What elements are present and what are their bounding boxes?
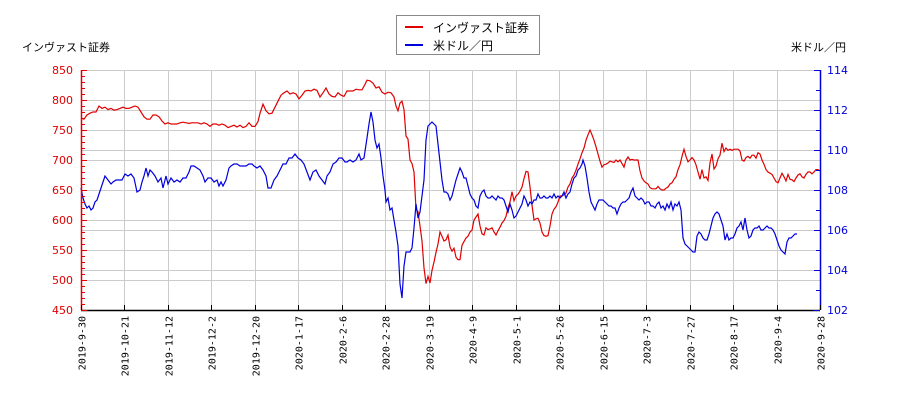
svg-text:106: 106 bbox=[827, 224, 848, 237]
svg-text:114: 114 bbox=[827, 64, 848, 77]
svg-text:650: 650 bbox=[52, 184, 73, 197]
svg-text:850: 850 bbox=[52, 64, 73, 77]
svg-text:800: 800 bbox=[52, 94, 73, 107]
svg-text:112: 112 bbox=[827, 104, 848, 117]
svg-text:2020-6-15: 2020-6-15 bbox=[600, 316, 611, 370]
blue-line-swatch-icon bbox=[405, 44, 423, 46]
data-series bbox=[80, 79, 821, 299]
x-axis-ticks: 2019-9-30 2019-10-21 2019-11-12 2019-12-2 20… bbox=[78, 305, 828, 376]
svg-text:2020-9-28: 2020-9-28 bbox=[817, 316, 828, 370]
svg-text:550: 550 bbox=[52, 244, 73, 257]
invast-line bbox=[80, 79, 821, 284]
svg-text:2020-8-17: 2020-8-17 bbox=[730, 316, 741, 370]
svg-text:2020-1-17: 2020-1-17 bbox=[295, 316, 306, 370]
svg-text:2019-12-2: 2019-12-2 bbox=[208, 316, 219, 370]
legend-label: インヴァスト証券 bbox=[433, 20, 530, 35]
right-axis-ticks: 114 112 110 108 106 104 102 bbox=[814, 64, 848, 317]
chart-legend: インヴァスト証券 米ドル／円 bbox=[396, 15, 540, 55]
red-line-swatch-icon bbox=[405, 26, 423, 28]
usdjpy-line bbox=[80, 111, 797, 299]
svg-text:2020-2-6: 2020-2-6 bbox=[339, 316, 350, 364]
svg-text:2020-2-28: 2020-2-28 bbox=[382, 316, 393, 370]
svg-text:2020-5-1: 2020-5-1 bbox=[513, 316, 524, 364]
legend-item-usdjpy: 米ドル／円 bbox=[405, 36, 493, 54]
right-axis-title: 米ドル／円 bbox=[791, 41, 846, 54]
svg-text:2019-10-21: 2019-10-21 bbox=[121, 316, 132, 376]
svg-text:2019-12-20: 2019-12-20 bbox=[252, 316, 263, 376]
svg-text:2020-9-4: 2020-9-4 bbox=[774, 316, 785, 364]
svg-text:2020-7-27: 2020-7-27 bbox=[687, 316, 698, 370]
svg-text:102: 102 bbox=[827, 304, 848, 317]
svg-text:110: 110 bbox=[827, 144, 848, 157]
svg-text:700: 700 bbox=[52, 154, 73, 167]
svg-text:500: 500 bbox=[52, 274, 73, 287]
legend-item-invast: インヴァスト証券 bbox=[405, 18, 529, 36]
svg-text:2020-3-19: 2020-3-19 bbox=[426, 316, 437, 370]
svg-text:2020-4-9: 2020-4-9 bbox=[469, 316, 480, 364]
svg-text:750: 750 bbox=[52, 124, 73, 137]
svg-text:108: 108 bbox=[827, 184, 848, 197]
legend-label: 米ドル／円 bbox=[433, 38, 494, 53]
svg-text:2019-9-30: 2019-9-30 bbox=[78, 316, 89, 370]
grid-lines bbox=[81, 70, 820, 311]
svg-text:600: 600 bbox=[52, 214, 73, 227]
svg-text:2020-5-26: 2020-5-26 bbox=[556, 316, 567, 370]
left-axis-title: インヴァスト証券 bbox=[22, 41, 110, 54]
svg-text:450: 450 bbox=[52, 304, 73, 317]
left-axis-ticks: 850 800 750 700 650 600 550 500 450 bbox=[52, 64, 87, 317]
svg-text:104: 104 bbox=[827, 264, 848, 277]
svg-text:2019-11-12: 2019-11-12 bbox=[165, 316, 176, 376]
svg-text:2020-7-3: 2020-7-3 bbox=[643, 316, 654, 364]
